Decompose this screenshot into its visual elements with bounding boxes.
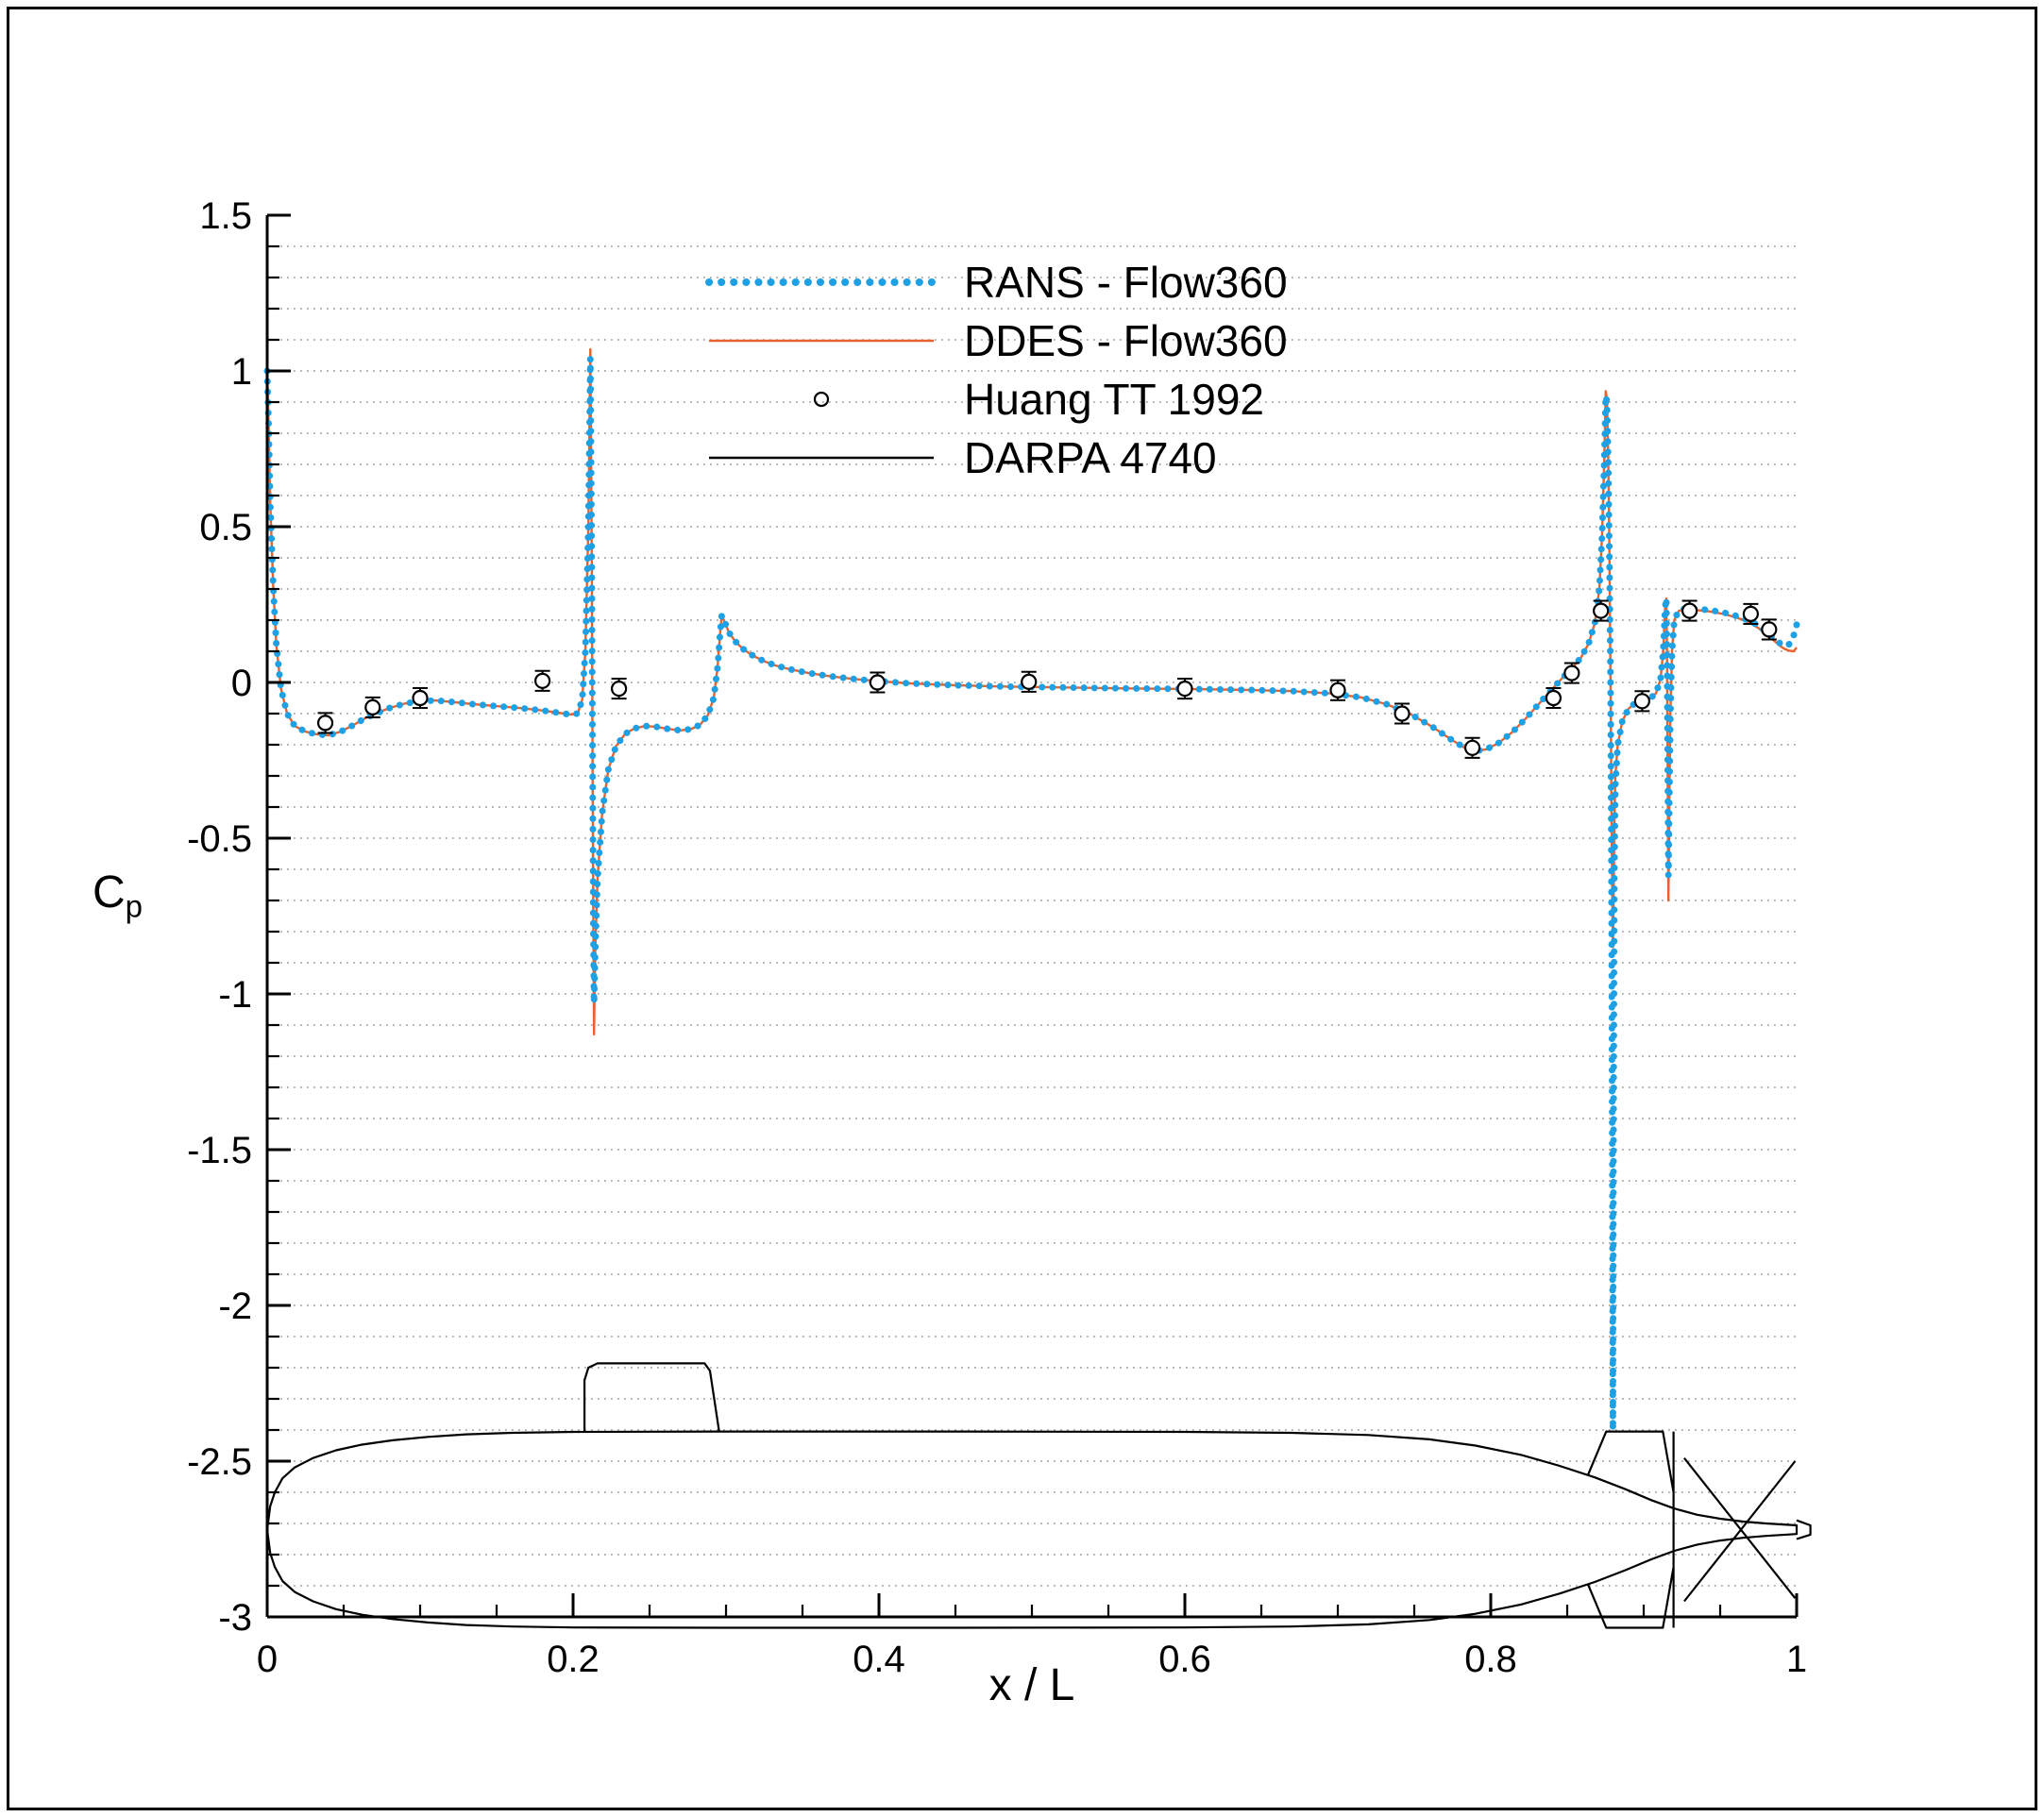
y-tick-label: -2	[218, 1286, 252, 1327]
rans-dotted-line-sample	[705, 278, 938, 286]
exp-point	[1394, 705, 1411, 722]
exp-point	[1563, 665, 1580, 681]
legend-item-ddes: DDES - Flow360	[703, 311, 1288, 370]
chart-legend: RANS - Flow360 DDES - Flow360 Huang TT 1…	[703, 253, 1288, 487]
y-tick-label: -3	[218, 1597, 252, 1639]
hull-outline-tail-cross-1	[1683, 1457, 1797, 1599]
x-tick-label: 0.2	[547, 1639, 600, 1680]
ddes-line-sample	[709, 339, 934, 343]
hull-outline-upper-stern-fin	[1586, 1430, 1675, 1493]
y-axis-title-sub: p	[125, 888, 144, 924]
y-tick-label: -0.5	[187, 818, 252, 860]
hull-outline-tail-hub	[1796, 1519, 1812, 1540]
x-tick-label: 0.8	[1464, 1639, 1517, 1680]
huang-marker-sample	[813, 391, 830, 408]
y-tick-label: -1	[218, 974, 252, 1016]
exp-point	[364, 698, 381, 716]
y-tick-label: -1.5	[187, 1130, 252, 1171]
hull-outline-hull-body	[265, 1430, 1799, 1629]
exp-point	[1545, 689, 1563, 707]
exp-point	[1633, 693, 1650, 710]
exp-point	[1593, 602, 1610, 619]
x-axis-title: x / L	[988, 1660, 1075, 1710]
exp-point	[316, 715, 334, 732]
legend-label-rans: RANS - Flow360	[964, 258, 1288, 307]
exp-point	[533, 672, 551, 689]
x-tick-label: 0.4	[853, 1639, 905, 1680]
exp-point	[412, 689, 429, 707]
x-tick-label: 0	[257, 1639, 278, 1680]
legend-item-darpa: DARPA 4740	[703, 429, 1288, 487]
y-axis-title: Cp	[93, 866, 143, 925]
legend-item-huang: Huang TT 1992	[703, 370, 1288, 429]
exp-point	[1176, 680, 1193, 698]
legend-label-huang: Huang TT 1992	[964, 375, 1264, 424]
x-tick-label: 1	[1786, 1639, 1807, 1680]
exp-point	[869, 674, 886, 691]
y-axis-title-main: C	[93, 867, 126, 917]
exp-point	[1742, 605, 1760, 623]
y-tick-label: 0.5	[199, 507, 252, 548]
x-tick-label: 0.6	[1158, 1639, 1211, 1680]
y-tick-label: -2.5	[187, 1441, 252, 1483]
hull-outline-sail	[583, 1362, 720, 1432]
open-circle-icon	[813, 391, 830, 408]
legend-label-ddes: DDES - Flow360	[964, 316, 1288, 365]
legend-item-rans: RANS - Flow360	[703, 253, 1288, 311]
exp-point	[1463, 739, 1481, 756]
exp-point	[1681, 602, 1698, 619]
legend-label-darpa: DARPA 4740	[964, 433, 1217, 482]
y-tick-label: 1	[231, 351, 252, 393]
exp-point	[1761, 621, 1778, 638]
hull-outline-tail-cross-2	[1683, 1460, 1797, 1603]
darpa-line-sample	[709, 456, 934, 460]
series-rans-flow360	[263, 355, 1800, 1434]
hull-outline-lower-stern-fin	[1586, 1567, 1675, 1629]
y-tick-label: 0	[231, 663, 252, 704]
exp-point	[610, 680, 628, 698]
exp-point	[1021, 673, 1038, 690]
y-tick-label: 1.5	[199, 195, 252, 237]
exp-point	[1329, 681, 1346, 698]
